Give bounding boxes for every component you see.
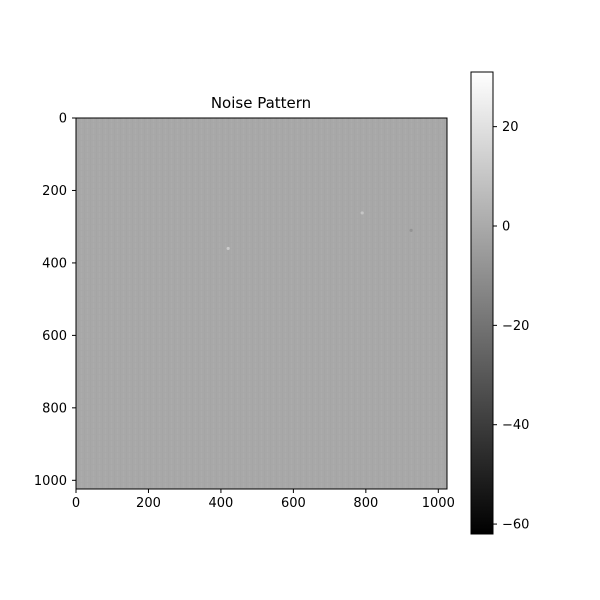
colorbar-tick-label: −40 bbox=[502, 418, 529, 433]
x-axis: 0 200 400 600 800 1000 bbox=[72, 489, 455, 511]
colorbar-tick-label: 0 bbox=[502, 220, 510, 235]
plot-frame bbox=[75, 117, 448, 490]
colorbar-tick-label: −60 bbox=[502, 518, 529, 533]
x-tick-label: 600 bbox=[281, 496, 306, 511]
heatmap-hotspot bbox=[409, 228, 413, 232]
x-tick-label: 0 bbox=[72, 496, 80, 511]
x-tick-label: 200 bbox=[136, 496, 161, 511]
y-tick-label: 400 bbox=[42, 256, 67, 271]
y-tick-label: 1000 bbox=[34, 474, 67, 489]
y-tick-label: 600 bbox=[42, 329, 67, 344]
heatmap-image bbox=[76, 118, 447, 489]
colorbar bbox=[470, 71, 494, 535]
chart-title: Noise Pattern bbox=[211, 94, 311, 112]
x-tick-label: 800 bbox=[353, 496, 378, 511]
x-tick-label: 400 bbox=[209, 496, 234, 511]
y-tick-label: 200 bbox=[42, 184, 67, 199]
heatmap-hotspot bbox=[360, 211, 364, 215]
y-axis: 0 200 400 600 800 1000 bbox=[34, 112, 76, 489]
y-tick-label: 800 bbox=[42, 401, 67, 416]
colorbar-tick-label: −20 bbox=[502, 319, 529, 334]
colorbar-tick-label: 20 bbox=[502, 120, 519, 135]
heatmap-hotspot bbox=[226, 246, 230, 251]
y-tick-label: 0 bbox=[59, 112, 67, 127]
heatmap-hotspots bbox=[226, 211, 413, 251]
colorbar-axis: 20 0 −20 −40 −60 bbox=[493, 120, 529, 533]
x-tick-label: 1000 bbox=[422, 496, 455, 511]
